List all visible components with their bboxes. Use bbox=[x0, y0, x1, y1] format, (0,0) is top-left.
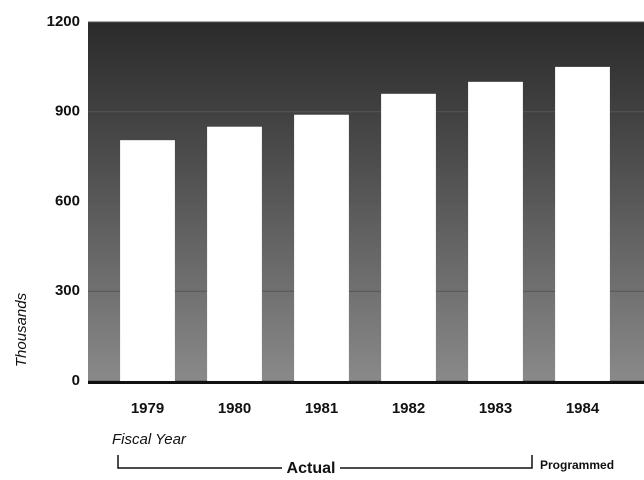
x-axis-label: Fiscal Year bbox=[112, 431, 187, 448]
bar bbox=[468, 81, 523, 381]
x-tick-label: 1981 bbox=[305, 400, 338, 417]
y-axis-label: Thousands bbox=[13, 292, 30, 367]
bar bbox=[294, 114, 349, 381]
bar bbox=[381, 93, 436, 382]
baseline bbox=[88, 381, 644, 384]
plot-background bbox=[88, 22, 644, 384]
y-tick-label: 1200 bbox=[47, 13, 80, 30]
x-tick-label: 1982 bbox=[392, 400, 425, 417]
actual-bracket bbox=[117, 455, 533, 469]
y-tick-label: 600 bbox=[55, 192, 80, 209]
x-tick-label: 1983 bbox=[479, 400, 512, 417]
y-tick-label: 0 bbox=[72, 372, 80, 389]
annotation: Programmed bbox=[540, 458, 614, 472]
bar bbox=[207, 126, 262, 381]
x-tick-label: 1980 bbox=[218, 400, 251, 417]
bar bbox=[555, 66, 610, 381]
x-tick-label: 1984 bbox=[566, 400, 600, 417]
y-tick-label: 900 bbox=[55, 103, 80, 120]
bar bbox=[120, 140, 175, 381]
x-tick-label: 1979 bbox=[131, 400, 164, 417]
y-tick-label: 300 bbox=[55, 282, 80, 299]
annotation: Actual bbox=[287, 460, 336, 477]
plot bbox=[88, 21, 644, 384]
